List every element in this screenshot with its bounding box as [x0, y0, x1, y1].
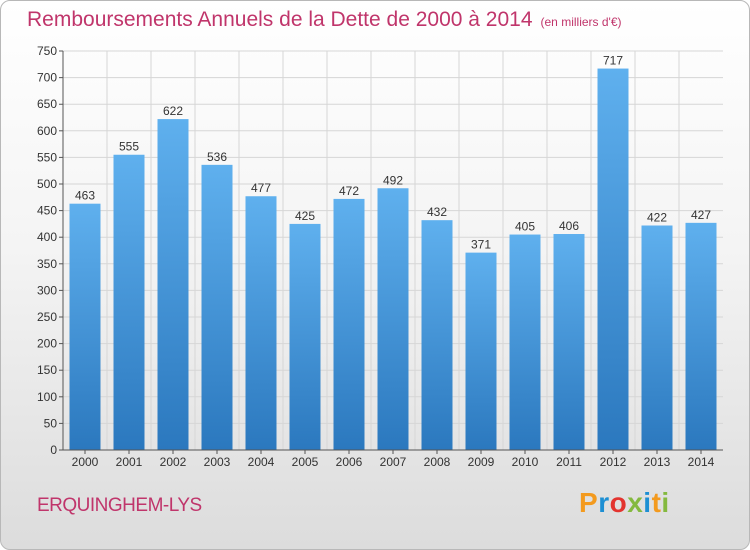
commune-name: ERQUINGHEM-LYS [37, 495, 202, 516]
value-label-2006: 472 [339, 184, 359, 198]
x-tick-label-2004: 2004 [248, 455, 275, 469]
value-label-2010: 405 [515, 220, 535, 234]
y-tick-label: 700 [37, 71, 57, 85]
value-label-2003: 536 [207, 150, 227, 164]
value-label-2005: 425 [295, 209, 315, 223]
bar-2002 [157, 119, 189, 450]
bar-2000 [69, 203, 101, 450]
y-tick-label: 550 [37, 150, 57, 164]
value-label-2013: 422 [647, 210, 667, 224]
y-tick-label: 650 [37, 97, 57, 111]
y-tick-label: 400 [37, 230, 57, 244]
x-tick-label-2006: 2006 [336, 455, 363, 469]
y-tick-label: 500 [37, 177, 57, 191]
y-tick-label: 350 [37, 257, 57, 271]
bar-2009 [465, 252, 497, 450]
y-tick-label: 0 [50, 443, 57, 457]
y-tick-label: 100 [37, 390, 57, 404]
x-tick-label-2014: 2014 [688, 455, 715, 469]
bar-2005 [289, 223, 321, 450]
bar-layer [69, 68, 717, 451]
y-tick-label: 300 [37, 283, 57, 297]
value-label-2001: 555 [119, 140, 139, 154]
x-tick-label-2003: 2003 [204, 455, 231, 469]
logo-letter: i [661, 487, 670, 518]
bar-2011 [553, 234, 585, 450]
value-label-2008: 432 [427, 205, 447, 219]
value-label-2009: 371 [471, 238, 491, 252]
value-label-2014: 427 [691, 208, 711, 222]
value-label-2000: 463 [75, 189, 95, 203]
y-tick-label: 50 [44, 416, 58, 430]
x-tick-label-2001: 2001 [116, 455, 143, 469]
axis-layer: 0 50 100 150 200 250 300 350 400 450 500 550 600 650 7… [37, 44, 723, 469]
bar-2013 [641, 225, 673, 450]
y-tick-label: 250 [37, 310, 57, 324]
value-label-2011: 406 [559, 219, 579, 233]
y-tick-label: 150 [37, 363, 57, 377]
bar-2003 [201, 164, 233, 450]
bar-2014 [685, 222, 717, 450]
y-tick-label: 450 [37, 204, 57, 218]
chart-title-text: Remboursements Annuels de la Dette de 20… [27, 8, 533, 31]
x-tick-label-2000: 2000 [72, 455, 99, 469]
logo-letter: t [651, 487, 662, 518]
x-tick-label-2011: 2011 [556, 455, 582, 469]
x-tick-label-2010: 2010 [512, 455, 539, 469]
y-tick-label: 600 [37, 124, 57, 138]
chart-unit: (en milliers d'€) [540, 15, 622, 29]
bar-2010 [509, 234, 541, 450]
chart-title: Remboursements Annuels de la Dette de 20… [27, 8, 622, 32]
bar-2004 [245, 196, 277, 450]
bar-2008 [421, 220, 453, 450]
value-label-2002: 622 [163, 104, 183, 118]
logo-letter: x [627, 487, 644, 518]
x-tick-label-2002: 2002 [160, 455, 187, 469]
logo-letter: P [579, 487, 599, 518]
logo-letter: i [643, 487, 652, 518]
bar-2006 [333, 198, 365, 450]
bar-2007 [377, 188, 409, 451]
value-label-2012: 717 [603, 54, 623, 68]
label-layer: 463 555 622 536 477 425 472 492 432 371 405 406 717 4… [75, 54, 711, 252]
proxiti-logo[interactable]: Proxiti [579, 487, 670, 519]
x-tick-label-2012: 2012 [600, 455, 627, 469]
x-tick-label-2005: 2005 [292, 455, 319, 469]
value-label-2007: 492 [383, 173, 403, 187]
bar-2012 [597, 68, 629, 450]
bar-2001 [113, 154, 145, 451]
y-tick-label: 750 [37, 44, 57, 58]
x-tick-label-2008: 2008 [424, 455, 451, 469]
y-tick-label: 200 [37, 337, 57, 351]
x-tick-label-2007: 2007 [380, 455, 407, 469]
logo-letter: o [609, 487, 628, 518]
x-tick-label-2013: 2013 [644, 455, 671, 469]
x-tick-label-2009: 2009 [468, 455, 495, 469]
logo-letter: r [598, 487, 610, 518]
value-label-2004: 477 [251, 181, 271, 195]
